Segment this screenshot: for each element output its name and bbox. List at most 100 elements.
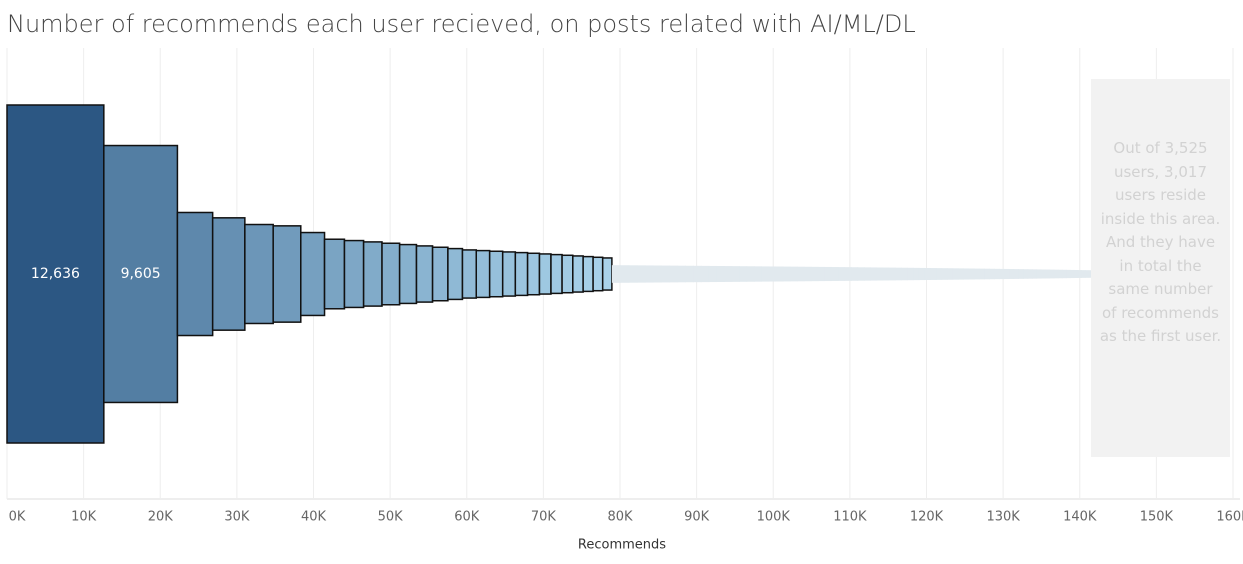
x-tick-label: 70K [531,510,557,525]
tail-segment [1045,269,1051,279]
tail-segment [936,268,943,280]
tail-segment [889,267,896,281]
tail-segment [645,265,654,283]
x-tick-label: 10K [71,510,97,525]
tail-segment [731,266,740,282]
x-tick-label: 30K [224,510,250,525]
tail-segment [1004,268,1010,280]
tail-segment [913,267,920,281]
tail-segment [851,267,859,281]
x-tick-label: 20K [148,510,174,525]
tail-segment [1057,269,1063,279]
tail-segment [958,268,965,280]
tail-segment [831,267,839,281]
tail-segment [1049,269,1055,279]
x-axis-title: Recommends [578,538,666,553]
bar-segment [447,247,464,301]
tail-segment [693,265,702,283]
tail-segment [708,265,718,283]
bar-segment [501,251,517,297]
bar-segment [381,242,401,306]
tail-segment [1088,270,1093,278]
x-tick-label: 0K [9,510,26,525]
tail-segment [1070,269,1075,279]
tail-segment [1032,269,1038,279]
tail-segment [724,266,733,282]
bar-segment [323,238,346,310]
tail-segment [979,268,985,280]
tail-segment [768,266,777,282]
tail-segment [611,265,621,283]
tail-segment [989,268,995,280]
tail-segment [1085,270,1090,278]
x-tick-label: 50K [378,510,404,525]
x-tick-label: 140K [1063,510,1097,525]
tail-segment [870,267,878,281]
x-tick-label: 120K [910,510,944,525]
x-tick-label: 100K [757,510,791,525]
bar-segment [431,246,449,302]
tail-segment [963,268,970,280]
tail-segment [924,267,931,281]
bar-segment [488,250,504,298]
tail-segment [984,268,990,280]
tail-segment [1009,269,1015,279]
bar-segment [6,104,105,444]
tail-segment [685,265,694,283]
bar-segment [211,217,246,331]
tail-segment [754,266,763,282]
bar-segment [572,255,584,293]
x-tick-label: 60K [454,510,480,525]
tail-segment [1041,269,1046,279]
bar-segment [601,257,613,291]
bar-segment [343,239,365,309]
x-tick-label: 160K [1216,510,1243,525]
tail-segment [620,265,630,283]
annotation: Out of 3,525 users, 3,017 users reside i… [1091,79,1230,457]
tail-segment [876,267,884,281]
tail-segment [746,266,755,282]
bar-segment [300,231,326,317]
value-label: 9,605 [121,266,161,282]
tail-segment [776,266,784,282]
tail-segment [1066,269,1071,279]
bar-segment [272,225,302,323]
bar-segment [538,253,552,295]
tail-segment [864,267,871,281]
bar-segment [398,243,418,305]
tail-segment [628,265,638,283]
bar-segment [362,241,383,307]
tail-segment [677,265,687,283]
tail-segment [716,266,725,282]
tail-segment [661,265,671,283]
tail-segment [1053,269,1059,279]
x-tick-label: 110K [833,510,867,525]
tail-segment [669,265,679,283]
x-tick-label: 150K [1140,510,1174,525]
tail-segment [783,266,791,282]
x-tick-label: 40K [301,510,327,525]
tail-segment [930,268,937,280]
bar-segment [561,254,574,294]
x-tick-label: 90K [684,510,710,525]
tail-segment [797,266,805,282]
tail-segment [1077,270,1083,278]
tail-segment [1018,269,1024,279]
bar-segment [176,211,214,337]
bar-segment [526,252,541,296]
tail-segment [1073,269,1079,279]
tail-segment [999,268,1005,280]
tail-segment [701,265,710,283]
x-tick-label: 80K [607,510,633,525]
bar-segment [461,249,478,299]
tail-segment [804,266,812,282]
tail-segment [974,268,980,280]
tail-segment [1062,269,1067,279]
tail-segment [817,266,826,282]
tail-segment [882,267,890,281]
tail-segment [1081,270,1086,278]
tail-segment [941,268,948,280]
tail-segment [790,266,798,282]
